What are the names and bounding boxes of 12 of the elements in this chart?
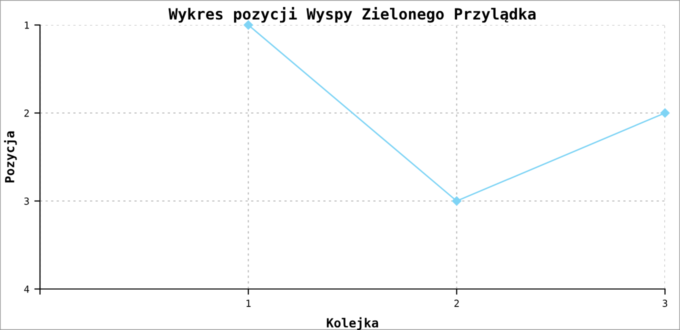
y-tick-label: 2 (24, 110, 29, 117)
y-axis-title: Pozycja (4, 131, 17, 182)
y-tick-label: 4 (24, 286, 30, 293)
chart-title: Wykres pozycji Wyspy Zielonego Przylądka (168, 7, 536, 23)
point (660, 108, 670, 118)
y-tick-label: 1 (24, 22, 29, 29)
x-tick-label: 1 (246, 300, 251, 307)
x-axis-title: Kolejka (326, 317, 378, 330)
x-tick-label: 2 (454, 300, 459, 307)
point (452, 196, 462, 206)
y-tick-label: 3 (24, 198, 29, 205)
x-tick-label: 3 (662, 300, 668, 307)
